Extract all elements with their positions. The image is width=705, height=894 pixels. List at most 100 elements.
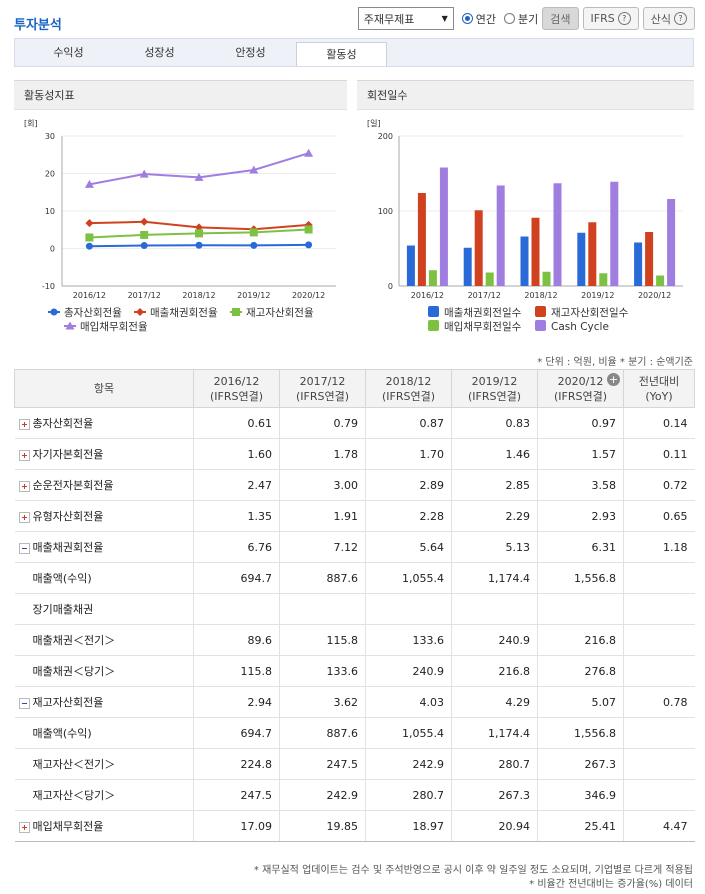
cell-value	[193, 593, 280, 625]
data-point	[140, 230, 149, 239]
cell-value: 694.7	[193, 717, 280, 749]
cell-value: 280.7	[365, 779, 452, 811]
cell-value: 224.8	[193, 748, 280, 780]
cell-value: 1.60	[193, 438, 280, 470]
row-label[interactable]: 재고자산회전율	[14, 686, 194, 718]
cell-value: 1.46	[451, 438, 538, 470]
statement-select[interactable]: 주재무제표 ▼	[357, 7, 454, 30]
data-point	[305, 241, 313, 249]
cell-value: 5.07	[537, 686, 624, 718]
cell-value: 346.9	[537, 779, 624, 811]
row-label[interactable]: 순운전자본회전율	[14, 469, 194, 501]
y-unit-label: [일]	[367, 119, 381, 128]
header-year: 2017/12 (IFRS연결)	[279, 369, 366, 408]
data-point	[85, 219, 94, 228]
bar	[610, 181, 619, 286]
radio-annual[interactable]: 연간	[461, 11, 497, 27]
row-label[interactable]: 자기자본회전율	[14, 438, 194, 470]
search-button[interactable]: 검색	[542, 7, 579, 30]
row-label: 재고자산＜당기＞	[14, 779, 194, 811]
y-tick-label: 20	[45, 170, 55, 179]
radio-unchecked-icon	[504, 13, 516, 24]
table-row: 재고자산＜전기＞ 224.8 247.5 242.9 280.7 267.3	[14, 748, 695, 780]
table-row: 매출채권＜당기＞ 115.8 133.6 240.9 216.8 276.8	[14, 655, 695, 687]
cell-value	[451, 593, 538, 625]
footnote-yoy: * 비율간 전년대비는 증가율(%) 데이터	[529, 879, 693, 890]
footnote-update: * 재무실적 업데이트는 검수 및 주석반영으로 공시 이후 약 일주일 정도 …	[253, 865, 693, 876]
row-label-text: 재고자산회전율	[32, 696, 104, 709]
radio-checked-icon	[461, 13, 473, 24]
cell-value: 5.64	[365, 531, 452, 563]
cell-value: 2.94	[193, 686, 280, 718]
data-point	[139, 169, 149, 178]
statement-select-value: 주재무제표	[363, 12, 415, 26]
row-label-text: 매출채권회전율	[32, 541, 104, 554]
bar	[634, 242, 643, 286]
table-row: 순운전자본회전율 2.47 3.00 2.89 2.85 3.58 0.72	[14, 469, 695, 501]
cell-value: 1,055.4	[365, 562, 452, 594]
cell-value: 4.29	[451, 686, 538, 718]
cell-value: 276.8	[537, 655, 624, 687]
expand-icon[interactable]	[18, 511, 30, 523]
radio-annual-label: 연간	[475, 12, 497, 26]
tab-growth[interactable]: 성장성	[144, 46, 175, 59]
row-label[interactable]: 매입채무회전율	[14, 810, 194, 842]
cell-yoy	[623, 624, 695, 656]
radio-quarter[interactable]: 분기	[504, 11, 538, 27]
x-tick-label: 2020/12	[638, 291, 671, 300]
data-point	[195, 229, 203, 238]
cell-value: 694.7	[193, 562, 280, 594]
data-point	[85, 242, 93, 250]
collapse-icon[interactable]	[18, 542, 30, 554]
activity-table: 항목 2016/12 (IFRS연결) 2017/12 (IFRS연결) 2018/…	[14, 369, 695, 842]
help-icon: ?	[674, 12, 687, 25]
cell-value: 18.97	[365, 810, 452, 842]
cell-value	[279, 593, 366, 625]
row-label-text: 장기매출채권	[32, 603, 94, 616]
add-column-icon[interactable]: +	[607, 373, 620, 386]
table-row: 재고자산회전율 2.94 3.62 4.03 4.29 5.07 0.78	[14, 686, 695, 718]
data-point	[194, 172, 204, 181]
ifrs-button[interactable]: IFRS ?	[582, 7, 639, 30]
activity-ratio-chart: [회] 30 20 10 0 -10 2016/12 2017/12 2018/12 2019/1…	[24, 119, 336, 333]
header-item: 항목	[14, 369, 194, 408]
cell-value: 17.09	[193, 810, 280, 842]
tab-profitability[interactable]: 수익성	[53, 46, 84, 59]
cell-yoy	[623, 717, 695, 749]
tab-stability[interactable]: 안정성	[235, 46, 266, 59]
cell-value: 6.31	[537, 531, 624, 563]
cell-value: 1,556.8	[537, 562, 624, 594]
legend-swatch	[428, 320, 439, 331]
cell-value: 1.70	[365, 438, 452, 470]
row-label[interactable]: 매출채권회전율	[14, 531, 194, 563]
x-tick-label: 2016/12	[411, 291, 444, 300]
expand-icon[interactable]	[18, 480, 30, 492]
toolbar: 주재무제표 ▼ 연간 분기 검색 IFRS ? 산식 ?	[357, 7, 695, 30]
legend-marker	[136, 308, 144, 316]
cell-value: 247.5	[193, 779, 280, 811]
cell-yoy: 0.78	[623, 686, 695, 718]
activity-ratio-panel: 활동성지표 [회] 30 20 10 0 -10 2016/12 2017/12 2018/12…	[14, 80, 347, 342]
tab-activity[interactable]: 활동성	[296, 42, 387, 66]
row-label[interactable]: 총자산회전율	[14, 407, 194, 439]
cell-value: 2.29	[451, 500, 538, 532]
table-row: 매입채무회전율 17.09 19.85 18.97 20.94 25.41 4.47	[14, 810, 695, 842]
bar	[428, 270, 437, 286]
cell-value	[365, 593, 452, 625]
cell-yoy	[623, 779, 695, 811]
expand-icon[interactable]	[18, 821, 30, 833]
cell-value	[537, 593, 624, 625]
turnover-days-title: 회전일수	[357, 80, 694, 110]
legend-label: 총자산회전율	[64, 307, 122, 319]
y-tick-label: 200	[378, 132, 393, 141]
cell-yoy	[623, 655, 695, 687]
formula-button[interactable]: 산식 ?	[642, 7, 695, 30]
cell-value: 267.3	[451, 779, 538, 811]
collapse-icon[interactable]	[18, 697, 30, 709]
row-label[interactable]: 유형자산회전율	[14, 500, 194, 532]
expand-icon[interactable]	[18, 449, 30, 461]
cell-value: 1.57	[537, 438, 624, 470]
bar	[406, 245, 415, 286]
row-label-text: 재고자산＜전기＞	[32, 758, 116, 771]
expand-icon[interactable]	[18, 418, 30, 430]
